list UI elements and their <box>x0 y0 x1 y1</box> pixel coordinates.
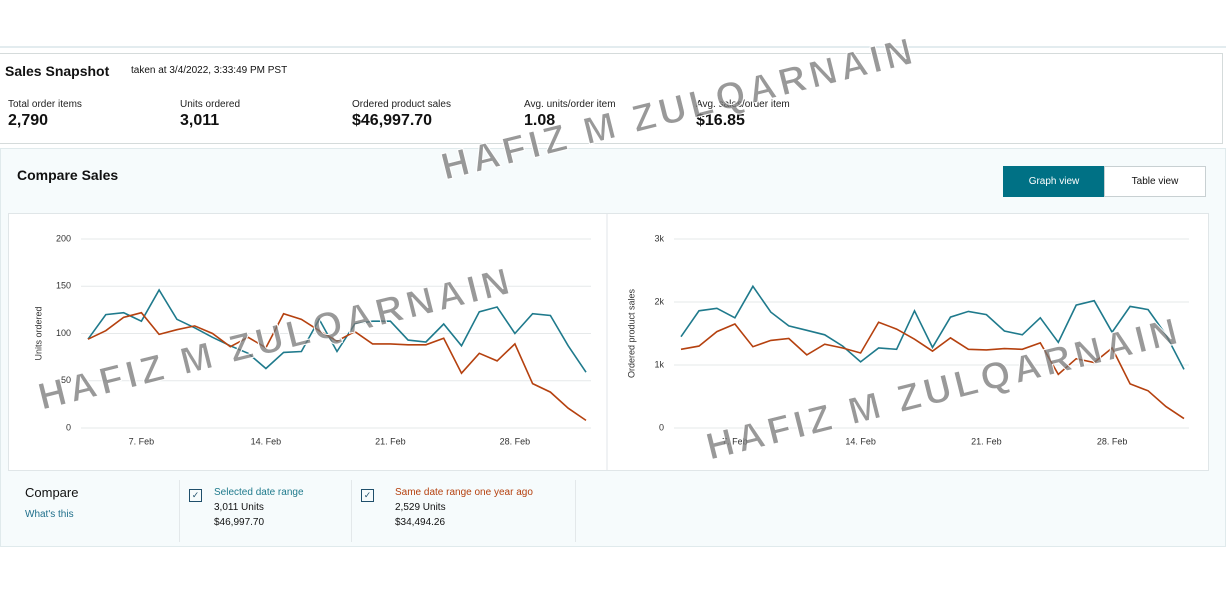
metric-label: Units ordered <box>180 99 241 110</box>
line <box>680 284 1185 370</box>
snapshot-subtitle: taken at 3/4/2022, 3:33:49 PM PST <box>131 65 288 76</box>
metric: Ordered product sales $46,997.70 <box>352 99 451 130</box>
x-tick-label: 14. Feb <box>251 436 282 446</box>
separator <box>351 480 352 542</box>
checkbox[interactable]: ✓ <box>189 489 202 502</box>
metric-label: Ordered product sales <box>352 99 451 110</box>
y-tick-label: 100 <box>56 328 71 338</box>
metric-label: Avg. units/order item <box>524 99 616 110</box>
legend-name: Selected date range <box>214 487 304 498</box>
charts: 0 50 100 150 200 Units ordered 7. Feb 14. Feb 21… <box>8 213 1209 471</box>
compare-title: Compare <box>25 485 79 500</box>
metric-label: Avg. sales/order item <box>696 99 790 110</box>
checkbox[interactable]: ✓ <box>361 489 374 502</box>
y-tick-label: 3k <box>654 233 664 243</box>
y-tick-label: 50 <box>61 375 71 385</box>
units: 3,011 Units <box>214 502 264 513</box>
y-axis-label: Ordered product sales <box>626 288 636 378</box>
metric: Avg. sales/order item $16.85 <box>696 99 790 130</box>
y-axis-label: Units ordered <box>33 306 43 360</box>
top-divider <box>0 46 1226 48</box>
compare-item: Selected date range 3,011 Units $46,997.… <box>214 485 304 530</box>
whats-this-link[interactable]: What's this <box>25 509 74 520</box>
x-tick-label: 7. Feb <box>722 436 748 446</box>
separator <box>179 480 180 542</box>
x-tick-label: 28. Feb <box>500 436 531 446</box>
metric-value: $16.85 <box>696 112 745 129</box>
y-tick-label: 1k <box>654 359 664 369</box>
compare-item: Same date range one year ago 2,529 Units… <box>395 485 533 530</box>
legend-name: Same date range one year ago <box>395 487 533 498</box>
metric-value: 1.08 <box>524 112 556 129</box>
compare-sales-title: Compare Sales <box>17 167 119 183</box>
line <box>87 311 587 422</box>
y-tick-label: 0 <box>66 422 71 432</box>
metric-value: 3,011 <box>180 112 220 129</box>
snapshot-title: Sales Snapshot <box>5 63 110 79</box>
metric-value: 2,790 <box>8 112 49 129</box>
line <box>680 321 1185 420</box>
graph-view-button[interactable]: Graph view <box>1003 166 1105 197</box>
x-tick-label: 14. Feb <box>845 436 876 446</box>
metric-label: Total order items <box>8 99 82 110</box>
sales-snapshot: Sales Snapshot taken at 3/4/2022, 3:33:4… <box>0 53 1223 144</box>
separator <box>575 480 576 542</box>
sales: $46,997.70 <box>214 517 265 528</box>
y-tick-label: 150 <box>56 281 71 291</box>
sales: $34,494.26 <box>395 517 446 528</box>
x-tick-label: 21. Feb <box>375 436 406 446</box>
metric: Avg. units/order item 1.08 <box>524 99 616 130</box>
y-tick-label: 0 <box>659 422 664 432</box>
x-tick-label: 7. Feb <box>129 436 155 446</box>
units: 2,529 Units <box>395 502 446 513</box>
metric: Units ordered 3,011 <box>180 99 240 130</box>
x-tick-label: 21. Feb <box>971 436 1002 446</box>
metric-value: $46,997.70 <box>352 112 433 129</box>
x-tick-label: 28. Feb <box>1097 436 1128 446</box>
table-view-button[interactable]: Table view <box>1104 166 1206 197</box>
y-tick-label: 2k <box>654 296 664 306</box>
metric: Total order items 2,790 <box>8 99 82 130</box>
y-tick-label: 200 <box>56 233 71 243</box>
line <box>87 288 587 373</box>
